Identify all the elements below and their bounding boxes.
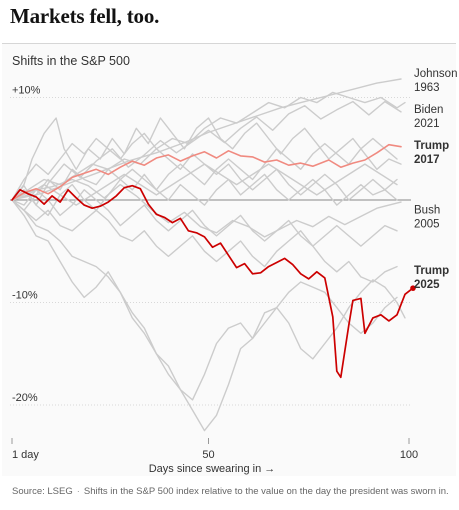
y-tick-label: -20% <box>12 392 38 404</box>
source-description: Shifts in the S&P 500 index relative to … <box>83 486 449 497</box>
series-label-trump-2017: Trump <box>414 140 449 152</box>
series-label-biden-2021: Biden <box>414 104 443 116</box>
trump-2025-end-dot <box>410 285 416 291</box>
chart-panel <box>2 43 456 476</box>
series-line-other <box>11 137 398 217</box>
series-label-trump-2025: 2025 <box>414 279 440 291</box>
x-tick-label: 1 day <box>12 449 39 461</box>
series-label-johnson-1963: Johnson <box>414 68 457 80</box>
x-tick-label: 100 <box>400 449 418 461</box>
headline: Markets fell, too. <box>10 4 160 28</box>
x-tick-label: 50 <box>202 449 214 461</box>
series-line-trump-2025 <box>11 184 414 379</box>
series-line-biden-2021 <box>11 100 402 206</box>
series-line-other <box>11 189 398 247</box>
y-tick-label: -10% <box>12 290 38 302</box>
series-label-johnson-1963: 1963 <box>414 82 440 94</box>
series-label-trump-2025: Trump <box>414 265 449 277</box>
series-line-other <box>11 199 406 432</box>
series-lines <box>11 78 416 432</box>
series-label-biden-2021: 2021 <box>414 118 440 130</box>
x-axis-label: Days since swearing in → <box>149 463 276 475</box>
source-label: Source: LSEG <box>12 486 73 497</box>
series-line-other <box>11 199 398 401</box>
series-line-trump-2017 <box>11 143 402 201</box>
series-labels: Johnson 1963 Biden 2021 Trump 2017 Bush 2005 Tru… <box>414 68 457 291</box>
source-note: Source: LSEG · Shifts in the S&P 500 index… <box>12 486 449 497</box>
series-line-other <box>11 163 398 206</box>
source-separator: · <box>76 486 80 497</box>
series-line-other <box>11 168 398 211</box>
series-label-trump-2017: 2017 <box>414 154 440 166</box>
series-line-other <box>11 91 406 201</box>
series-line-bush-2005 <box>11 178 402 238</box>
series-label-bush-2005: 2005 <box>414 218 440 230</box>
series-line-other <box>11 117 402 201</box>
axes: +10% -10% -20% 1 day 50 100 Days since swearin… <box>11 85 418 475</box>
series-label-bush-2005: Bush <box>414 204 440 216</box>
chart-title: Shifts in the S&P 500 <box>12 54 130 68</box>
series-line-other <box>11 199 398 283</box>
y-tick-label: +10% <box>12 85 41 97</box>
